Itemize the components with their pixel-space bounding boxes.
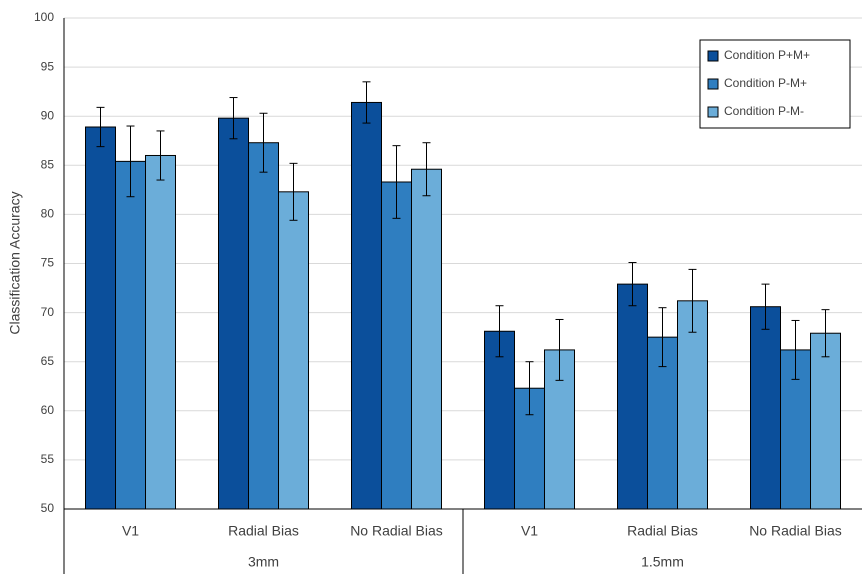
y-tick-label: 65 [41, 354, 55, 368]
error-bar [259, 112, 268, 173]
error-bar [392, 145, 401, 219]
bar [145, 154, 176, 510]
legend-label: Condition P-M+ [724, 76, 807, 90]
group-label: 3mm [248, 554, 279, 570]
y-tick-label: 95 [41, 59, 55, 73]
x-tick-label: V1 [521, 523, 538, 539]
error-bar [658, 307, 667, 368]
error-bar [525, 361, 534, 416]
error-bar [362, 81, 371, 124]
legend-label: Condition P-M- [724, 104, 804, 118]
legend-swatch [707, 78, 719, 90]
x-tick-label: No Radial Bias [350, 523, 443, 539]
error-bar [422, 142, 431, 197]
error-bar [289, 162, 298, 221]
y-tick-label: 80 [41, 207, 55, 221]
bar [484, 330, 515, 510]
y-tick-label: 85 [41, 157, 55, 171]
y-tick-label: 75 [41, 256, 55, 270]
x-tick-label: V1 [122, 523, 139, 539]
x-tick-label: Radial Bias [228, 523, 299, 539]
x-tick-label: No Radial Bias [749, 523, 842, 539]
legend-box [699, 39, 851, 129]
error-bar [96, 106, 105, 148]
bar [85, 126, 116, 510]
error-bar [126, 125, 135, 198]
y-tick-label: 60 [41, 403, 55, 417]
legend-label: Condition P+M+ [724, 48, 810, 62]
bar [411, 168, 442, 510]
bar [617, 283, 648, 510]
legend-swatch [707, 106, 719, 118]
legend-swatch [707, 50, 719, 62]
error-bar [791, 319, 800, 380]
y-tick-label: 55 [41, 452, 55, 466]
bar [677, 300, 708, 510]
error-bar [229, 97, 238, 140]
bar [115, 160, 146, 510]
error-bar [156, 130, 165, 181]
y-tick-label: 50 [41, 501, 55, 515]
error-bar [688, 268, 697, 333]
bar [278, 191, 309, 510]
bar [810, 332, 841, 510]
bar [248, 142, 279, 510]
group-label: 1.5mm [641, 554, 684, 570]
x-tick-label: Radial Bias [627, 523, 698, 539]
error-bar [821, 309, 830, 358]
error-bar [628, 262, 637, 307]
bar [381, 181, 412, 510]
bar [218, 117, 249, 510]
error-bar [495, 305, 504, 358]
error-bar [555, 318, 564, 381]
bar [750, 306, 781, 510]
y-tick-label: 90 [41, 108, 55, 122]
error-bar [761, 283, 770, 330]
y-tick-label: 70 [41, 305, 55, 319]
y-axis-label: Classification Accuracy [7, 191, 23, 334]
y-tick-label: 100 [34, 10, 54, 24]
bar [351, 101, 382, 510]
